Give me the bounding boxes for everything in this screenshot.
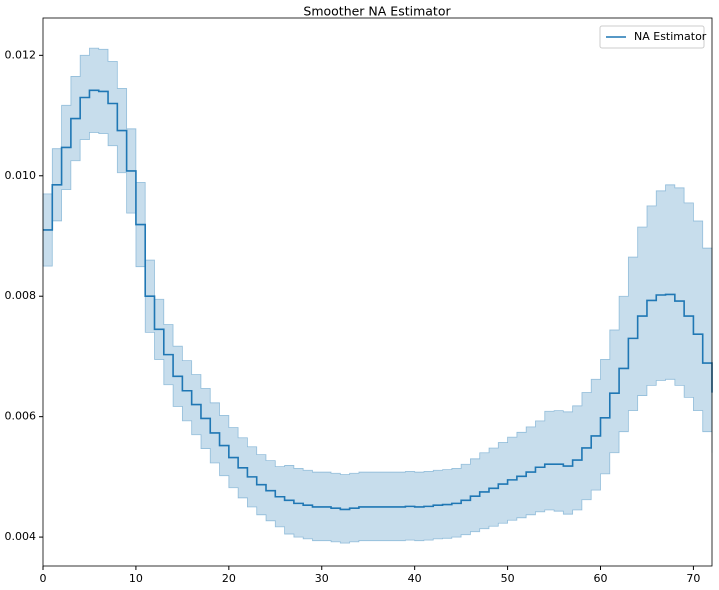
plot-frame [42, 17, 713, 567]
legend-box [599, 25, 705, 49]
step-line [43, 89, 713, 511]
x-tick-label: 30 [315, 572, 329, 585]
y-tick-label: 0.012 [5, 48, 37, 61]
x-tick-label: 70 [686, 572, 700, 585]
x-tick-label: 60 [594, 572, 608, 585]
x-tick-label: 40 [408, 572, 422, 585]
confidence-band [42, 47, 713, 544]
y-tick-label: 0.006 [5, 410, 37, 423]
x-tick-label: 0 [40, 572, 47, 585]
x-tick-label: 50 [501, 572, 515, 585]
x-tick-label: 10 [129, 572, 143, 585]
legend: NA Estimator [599, 25, 707, 49]
y-tick-label: 0.008 [5, 289, 37, 302]
y-tick-label: 0.004 [5, 530, 37, 543]
x-tick-label: 20 [222, 572, 236, 585]
y-tick-label: 0.010 [5, 169, 37, 182]
legend-label: NA Estimator [634, 30, 707, 43]
chart-title: Smoother NA Estimator [303, 4, 451, 19]
